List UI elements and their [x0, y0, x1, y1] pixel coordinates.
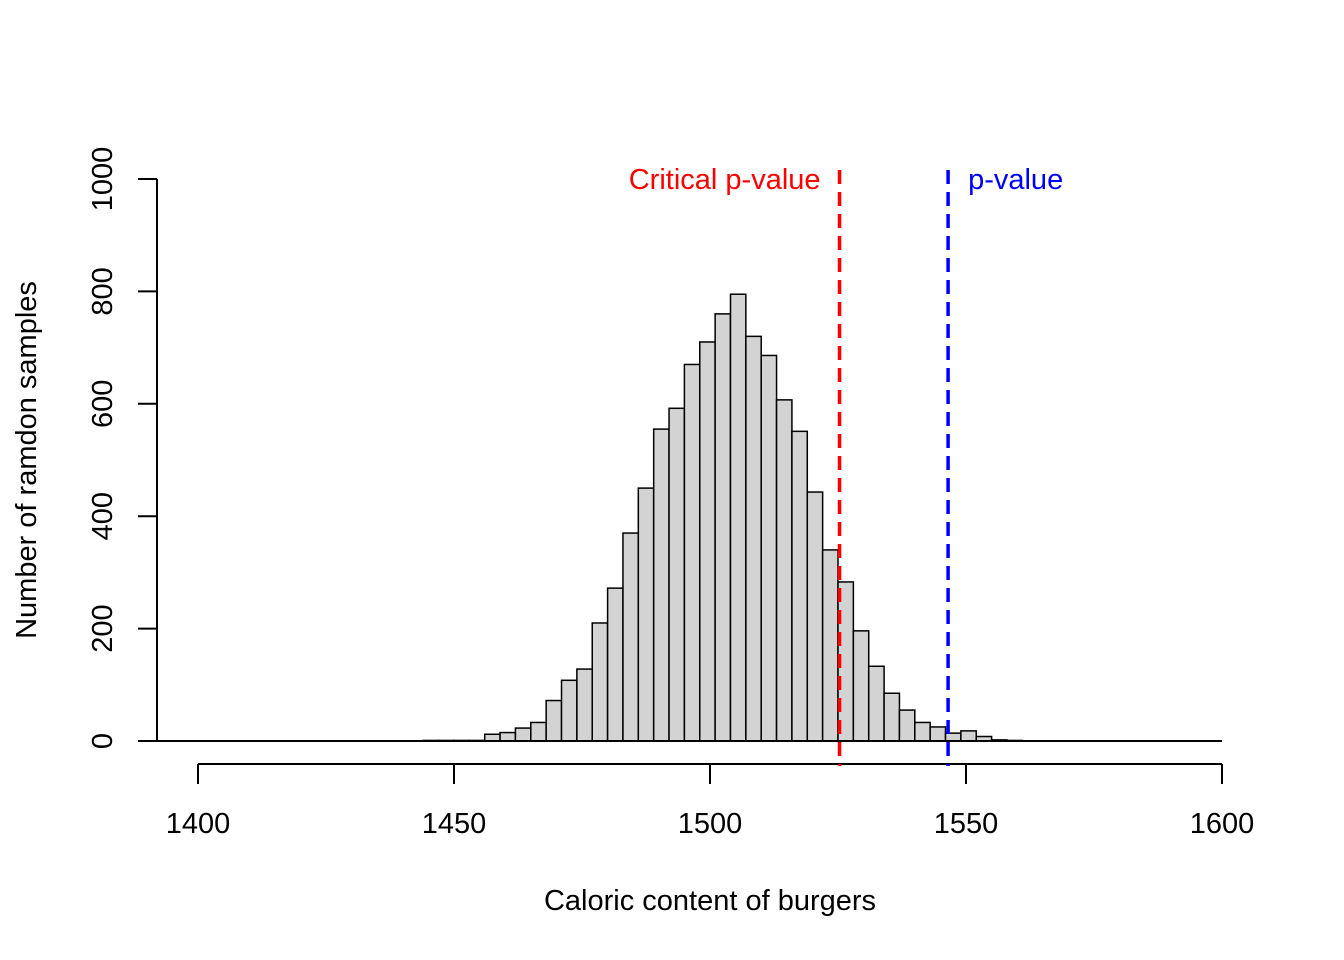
histogram-bar: [652, 428, 670, 742]
histogram-bar: [960, 730, 977, 742]
histogram-bar: [637, 487, 655, 742]
x-tick-label: 1450: [422, 808, 487, 840]
x-tick-label: 1550: [934, 808, 999, 840]
histogram-bar: [944, 732, 962, 742]
critical-p-value-label: Critical p-value: [629, 164, 821, 196]
histogram-bar: [668, 407, 686, 742]
histogram-bar: [714, 313, 732, 742]
histogram-bar: [514, 727, 532, 742]
histogram-bar: [852, 630, 870, 742]
histogram-bar: [699, 341, 716, 742]
histogram-bar: [760, 354, 778, 742]
p-value-label: p-value: [968, 164, 1063, 196]
y-tick-label: 400: [87, 492, 119, 540]
histogram-bar: [929, 726, 947, 742]
histogram-bar: [914, 721, 931, 742]
x-axis-title: Caloric content of burgers: [544, 885, 876, 917]
histogram-bar: [530, 721, 547, 742]
y-axis-title: Number of ramdon samples: [11, 281, 43, 639]
y-tick-label: 0: [87, 733, 119, 749]
histogram-bar: [729, 293, 747, 742]
histogram-bar: [806, 491, 824, 742]
histogram-bar: [499, 731, 517, 742]
histogram-bar: [898, 709, 916, 742]
bars-group: [422, 293, 1024, 742]
histogram-bar: [606, 587, 624, 742]
histogram-bar: [883, 692, 901, 742]
histogram-bar: [576, 668, 593, 742]
histogram-bar: [867, 665, 885, 742]
reference-lines: Critical p-value p-value: [629, 164, 1063, 766]
histogram-bar: [483, 733, 501, 742]
histogram-bar: [591, 622, 609, 742]
x-tick-label: 1400: [166, 808, 231, 840]
y-tick-label: 800: [87, 267, 119, 315]
x-axis: 1400 1450 1500 1550 1600: [166, 763, 1255, 840]
histogram-bar: [821, 549, 839, 742]
histogram-bar: [775, 399, 793, 742]
histogram-bar: [545, 699, 563, 742]
histogram-bar: [683, 363, 701, 742]
y-tick-label: 1000: [87, 147, 119, 212]
y-axis: 0 200 400 600 800 1000: [87, 147, 158, 749]
y-tick-label: 200: [87, 604, 119, 652]
histogram-bar: [622, 532, 640, 742]
x-tick-label: 1500: [678, 808, 743, 840]
histogram-bar: [791, 430, 809, 742]
x-tick-label: 1600: [1190, 808, 1255, 840]
y-tick-label: 600: [87, 380, 119, 428]
histogram-bar: [745, 335, 762, 742]
histogram-bar: [560, 679, 578, 742]
